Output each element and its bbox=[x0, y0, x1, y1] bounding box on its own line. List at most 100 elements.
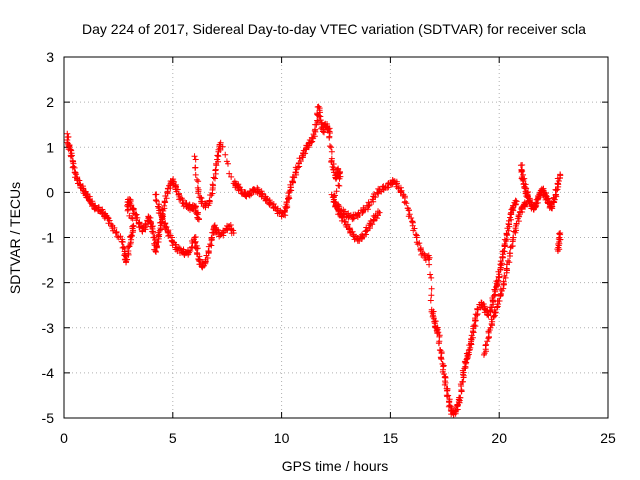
y-tick-label: 3 bbox=[46, 49, 54, 65]
data-point-marker bbox=[267, 200, 274, 207]
y-tick-label: -2 bbox=[42, 275, 55, 291]
data-point-marker bbox=[329, 163, 336, 170]
data-point-marker bbox=[210, 174, 217, 181]
data-point-marker bbox=[467, 344, 474, 351]
data-point-marker bbox=[505, 227, 512, 234]
data-point-marker bbox=[513, 198, 520, 205]
data-point-marker bbox=[369, 221, 376, 228]
data-point-marker bbox=[472, 316, 479, 323]
data-point-marker bbox=[502, 274, 509, 281]
data-point-marker bbox=[333, 188, 340, 195]
data-point-marker bbox=[402, 198, 409, 205]
data-point-marker bbox=[522, 185, 529, 192]
data-point-marker bbox=[336, 203, 343, 210]
data-point-marker bbox=[328, 148, 335, 155]
data-point-marker bbox=[500, 247, 507, 254]
data-point-marker bbox=[519, 162, 526, 169]
data-point-marker bbox=[224, 160, 231, 167]
y-tick-label: -1 bbox=[42, 230, 55, 246]
data-point-marker bbox=[281, 208, 288, 215]
data-point-marker bbox=[458, 383, 465, 390]
data-point-marker bbox=[208, 235, 215, 242]
data-point-marker bbox=[212, 167, 219, 174]
y-tick-label: -3 bbox=[42, 320, 55, 336]
data-point-marker bbox=[428, 292, 435, 299]
data-point-marker bbox=[336, 175, 343, 182]
data-points bbox=[64, 103, 564, 418]
data-point-marker bbox=[553, 187, 560, 194]
data-point-marker bbox=[356, 212, 363, 219]
data-point-marker bbox=[350, 215, 357, 222]
data-point-marker bbox=[206, 198, 213, 205]
data-point-marker bbox=[483, 341, 490, 348]
data-point-marker bbox=[438, 356, 445, 363]
data-point-marker bbox=[501, 248, 508, 255]
data-point-marker bbox=[311, 127, 318, 134]
data-point-marker bbox=[555, 178, 562, 185]
data-point-marker bbox=[436, 332, 443, 339]
x-tick-label: 20 bbox=[491, 430, 507, 446]
data-point-marker bbox=[283, 199, 290, 206]
data-point-marker bbox=[196, 258, 203, 265]
data-point-marker bbox=[192, 164, 199, 171]
data-point-marker bbox=[519, 168, 526, 175]
data-point-marker bbox=[89, 201, 96, 208]
data-point-marker bbox=[366, 201, 373, 208]
data-point-marker bbox=[156, 207, 163, 214]
data-point-marker bbox=[128, 232, 135, 239]
data-point-marker bbox=[152, 248, 159, 255]
data-point-marker bbox=[500, 278, 507, 285]
data-point-marker bbox=[428, 274, 435, 281]
data-point-marker bbox=[330, 196, 337, 203]
data-point-marker bbox=[171, 178, 178, 185]
data-point-marker bbox=[507, 210, 514, 217]
data-point-marker bbox=[193, 176, 200, 183]
data-point-marker bbox=[105, 220, 112, 227]
data-point-marker bbox=[460, 369, 467, 376]
data-point-marker bbox=[338, 217, 345, 224]
data-point-marker bbox=[492, 287, 499, 294]
data-point-marker bbox=[76, 177, 83, 184]
data-point-marker bbox=[222, 151, 229, 158]
data-point-marker bbox=[349, 228, 356, 235]
data-point-marker bbox=[469, 334, 476, 341]
data-point-marker bbox=[496, 271, 503, 278]
data-point-marker bbox=[554, 180, 561, 187]
data-point-marker bbox=[134, 214, 141, 221]
data-point-marker bbox=[471, 322, 478, 329]
data-point-marker bbox=[204, 255, 211, 262]
data-point-marker bbox=[214, 152, 221, 159]
x-tick-label: 5 bbox=[169, 430, 177, 446]
data-point-marker bbox=[67, 146, 74, 153]
data-point-marker bbox=[336, 182, 343, 189]
data-point-marker bbox=[175, 244, 182, 251]
y-tick-label: 1 bbox=[46, 139, 54, 155]
data-point-marker bbox=[316, 107, 323, 114]
data-point-marker bbox=[534, 196, 541, 203]
data-point-marker bbox=[70, 163, 77, 170]
data-point-marker bbox=[142, 222, 149, 229]
data-point-marker bbox=[501, 242, 508, 249]
data-point-marker bbox=[428, 285, 435, 292]
data-point-marker bbox=[335, 165, 342, 172]
data-point-marker bbox=[474, 305, 481, 312]
data-point-marker bbox=[292, 169, 299, 176]
data-point-marker bbox=[489, 297, 496, 304]
x-tick-label: 15 bbox=[383, 430, 399, 446]
data-point-marker bbox=[557, 229, 564, 236]
data-point-marker bbox=[414, 241, 421, 248]
data-point-marker bbox=[551, 196, 558, 203]
data-point-marker bbox=[187, 248, 194, 255]
data-point-marker bbox=[416, 240, 423, 247]
data-point-marker bbox=[128, 202, 135, 209]
data-point-marker bbox=[208, 192, 215, 199]
data-point-marker bbox=[163, 195, 170, 202]
data-point-marker bbox=[174, 186, 181, 193]
data-point-marker bbox=[285, 193, 292, 200]
data-point-marker bbox=[427, 297, 434, 304]
data-point-marker bbox=[375, 208, 382, 215]
data-point-marker bbox=[446, 398, 453, 405]
data-point-marker bbox=[255, 186, 262, 193]
data-point-marker bbox=[127, 239, 134, 246]
data-point-marker bbox=[153, 242, 160, 249]
